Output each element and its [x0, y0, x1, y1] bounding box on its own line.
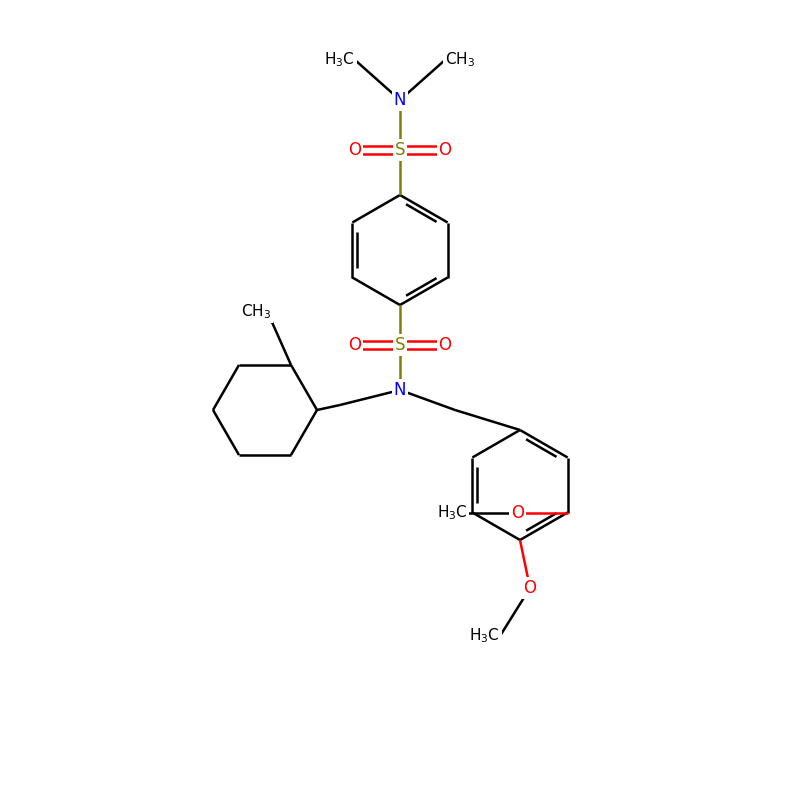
Text: H$_3$C: H$_3$C: [324, 50, 355, 70]
Text: N: N: [394, 381, 406, 399]
Text: O: O: [511, 503, 524, 522]
Text: O: O: [438, 141, 451, 159]
Text: H$_3$C: H$_3$C: [437, 503, 468, 522]
Text: H$_3$C: H$_3$C: [470, 626, 500, 646]
Text: S: S: [394, 141, 406, 159]
Text: O: O: [349, 141, 362, 159]
Text: CH$_3$: CH$_3$: [241, 302, 271, 322]
Text: S: S: [394, 336, 406, 354]
Text: O: O: [438, 336, 451, 354]
Text: CH$_3$: CH$_3$: [445, 50, 475, 70]
Text: O: O: [523, 579, 537, 597]
Text: O: O: [349, 336, 362, 354]
Text: N: N: [394, 91, 406, 109]
